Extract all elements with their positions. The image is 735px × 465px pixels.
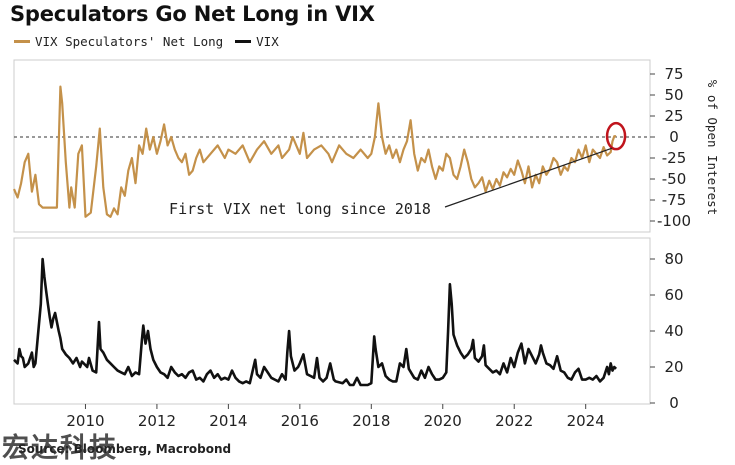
legend-label-vix: VIX (256, 34, 279, 49)
y-tick-label: 75 (664, 65, 683, 83)
legend: VIX Speculators' Net Long VIX (14, 34, 291, 49)
highlight-circle (605, 121, 627, 151)
chart-title: Speculators Go Net Long in VIX (10, 2, 375, 26)
legend-item-net-long: VIX Speculators' Net Long (14, 34, 223, 49)
source-note: Source: Bloomberg, Macrobond (18, 442, 232, 456)
series-line-net-long (12, 85, 617, 218)
annotation-leader-line (444, 147, 613, 208)
y-tick-label: -50 (662, 170, 687, 188)
y-tick-label: 20 (664, 358, 683, 376)
y-tick-label: 0 (669, 394, 679, 412)
y-tick-label: 80 (664, 250, 683, 268)
panel-frame-0 (13, 59, 651, 233)
panel-frame-1 (13, 237, 651, 405)
legend-swatch-net-long (14, 40, 30, 43)
x-tick-label: 2016 (281, 412, 319, 430)
x-tick-label: 2018 (352, 412, 390, 430)
y-tick-label: 50 (664, 86, 683, 104)
watermark: 宏达科技 (2, 433, 118, 464)
y-tick-label: 25 (664, 107, 683, 125)
y-tick-label: 60 (664, 286, 683, 304)
y-tick-label: -75 (662, 191, 687, 209)
legend-label-net-long: VIX Speculators' Net Long (35, 34, 224, 49)
x-tick-label: 2020 (424, 412, 462, 430)
x-tick-label: 2010 (66, 412, 104, 430)
y-axis-label: % of Open Interest (705, 80, 720, 215)
x-tick-label: 2024 (567, 412, 605, 430)
y-tick-label: 40 (664, 322, 683, 340)
x-tick-label: 2014 (209, 412, 247, 430)
annotation-text: First VIX net long since 2018 (169, 200, 431, 218)
y-tick-label: 0 (669, 128, 679, 146)
legend-item-vix: VIX (235, 34, 279, 49)
y-tick-label: -100 (657, 212, 691, 230)
series-line-vix (13, 257, 618, 387)
y-tick-label: -25 (662, 149, 687, 167)
x-tick-label: 2012 (138, 412, 176, 430)
x-tick-label: 2022 (495, 412, 533, 430)
legend-swatch-vix (235, 40, 252, 43)
